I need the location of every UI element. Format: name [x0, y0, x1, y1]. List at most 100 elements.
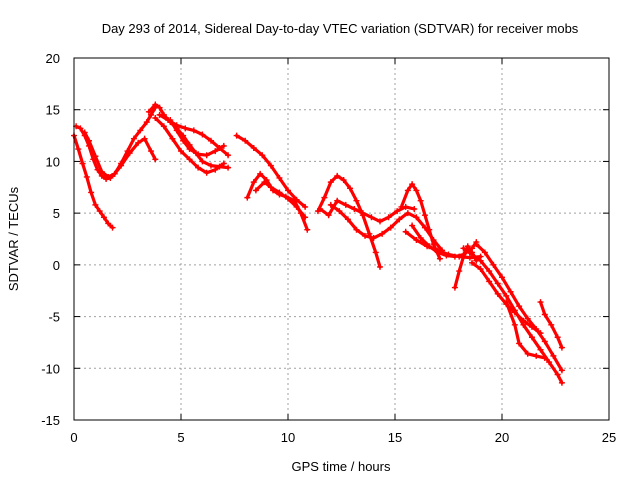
data-point-sat-p [434, 247, 441, 254]
data-point-sat-l [317, 206, 324, 213]
data-point-sat-h [233, 132, 240, 139]
data-point-sat-m [336, 208, 343, 215]
data-point-sat-g [167, 117, 174, 124]
data-point-sat-c [92, 153, 99, 160]
data-point-sat-j [267, 184, 274, 191]
data-point-sat-m [404, 210, 411, 217]
x-tick-label: 10 [281, 430, 295, 445]
data-point-sat-h [259, 152, 266, 159]
data-point-sat-v [558, 344, 565, 351]
data-point-sat-l [385, 214, 392, 221]
data-point-sat-k [353, 197, 360, 204]
y-tick-label: 10 [46, 154, 60, 169]
data-point-sat-g [212, 148, 219, 155]
data-point-sat-l [359, 210, 366, 217]
data-point-sat-r [503, 292, 510, 299]
plot-frame [73, 57, 610, 421]
y-tick-label: 0 [53, 258, 60, 273]
data-point-sat-t [511, 309, 518, 316]
data-point-sat-b [148, 111, 155, 118]
data-point-sat-f [203, 169, 210, 176]
data-point-sat-q [456, 268, 463, 275]
data-point-sat-d [207, 162, 214, 169]
data-point-sat-h [250, 144, 257, 151]
y-tick-label: -10 [41, 361, 60, 376]
data-point-sat-r [469, 251, 476, 258]
data-point-sat-c [111, 170, 118, 177]
series-sat-m-trace [329, 203, 444, 252]
data-point-sat-c [105, 173, 112, 180]
data-point-sat-g [180, 137, 187, 144]
data-point-sat-c [81, 129, 88, 136]
data-point-sat-m [379, 230, 386, 237]
data-point-sat-s [490, 261, 497, 268]
data-point-sat-k [321, 194, 328, 201]
data-point-sat-u [503, 299, 510, 306]
data-point-sat-r [486, 268, 493, 275]
data-point-sat-d [145, 108, 152, 115]
data-point-sat-a [75, 146, 82, 153]
data-point-sat-u [541, 354, 548, 361]
data-point-sat-r [558, 379, 565, 386]
data-point-sat-q [451, 284, 458, 291]
data-point-sat-s [541, 338, 548, 345]
data-point-sat-n [398, 203, 405, 210]
data-point-sat-f [186, 156, 193, 163]
data-point-sat-h [276, 174, 283, 181]
data-point-sat-c [148, 148, 155, 155]
data-point-sat-r [528, 334, 535, 341]
data-point-sat-k [334, 172, 341, 179]
data-point-sat-p [402, 228, 409, 235]
data-point-sat-s [558, 367, 565, 374]
x-tick-label: 20 [495, 430, 509, 445]
data-point-sat-q [460, 253, 467, 260]
y-tick-label: 20 [46, 51, 60, 66]
data-point-sat-r [460, 245, 467, 252]
data-point-sat-a [92, 201, 99, 208]
data-point-sat-a [83, 173, 90, 180]
data-point-sat-v [541, 311, 548, 318]
data-point-sat-m [362, 232, 369, 239]
data-point-sat-m [387, 224, 394, 231]
data-point-sat-s [499, 274, 505, 281]
data-point-sat-p [466, 254, 473, 261]
data-point-sat-q [464, 243, 471, 250]
data-point-sat-b [143, 119, 150, 126]
x-tick-label: 15 [388, 430, 402, 445]
data-point-sat-t [537, 330, 544, 337]
data-point-sat-i [244, 194, 251, 201]
data-point-sat-m [353, 226, 360, 233]
x-tick-label: 0 [70, 430, 77, 445]
data-point-sat-d [225, 164, 232, 171]
data-point-sat-l [342, 201, 349, 208]
data-point-sat-c [126, 150, 133, 157]
data-point-sat-d [152, 101, 159, 108]
data-point-sat-l [334, 197, 341, 204]
data-point-sat-j [261, 179, 268, 186]
data-point-sat-j [293, 203, 300, 210]
data-point-sat-r [494, 280, 501, 287]
data-point-sat-c [152, 156, 159, 163]
data-point-sat-j [276, 189, 283, 196]
data-point-sat-n [430, 241, 437, 248]
data-point-sat-g [186, 146, 193, 153]
data-point-sat-d [156, 104, 163, 111]
data-point-sat-l [325, 212, 332, 219]
data-point-sat-o [417, 234, 424, 241]
data-point-sat-t [486, 278, 493, 285]
data-point-sat-m [396, 216, 403, 223]
data-point-sat-f [195, 164, 202, 171]
data-point-sat-j [285, 195, 291, 202]
data-point-sat-k [347, 185, 354, 192]
data-point-sat-a [109, 224, 116, 231]
data-point-sat-a [79, 160, 86, 167]
data-point-sat-f [178, 148, 184, 155]
data-point-sat-t [477, 265, 484, 272]
data-point-sat-l [377, 218, 384, 225]
y-tick-label: -5 [48, 310, 60, 325]
data-point-sat-m [413, 214, 420, 221]
data-point-sat-g [203, 152, 210, 159]
data-point-sat-e [207, 137, 214, 144]
